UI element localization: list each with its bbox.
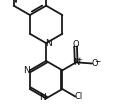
Text: N: N [45,39,52,48]
Text: N: N [73,58,79,67]
Text: O: O [72,40,78,49]
Text: −: − [93,57,100,66]
Text: N: N [39,93,46,102]
Text: +: + [75,56,81,62]
Text: O: O [91,59,97,68]
Text: N: N [23,66,30,75]
Text: Cl: Cl [73,92,82,101]
